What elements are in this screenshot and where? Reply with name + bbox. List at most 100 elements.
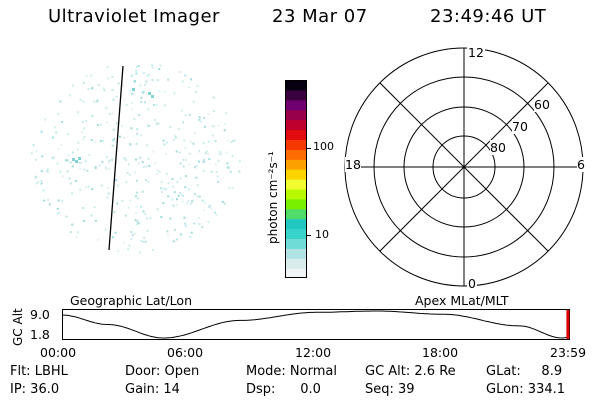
colorbar-cell [285,119,307,131]
aurora-speckle [69,161,72,164]
aurora-speckle [156,78,159,81]
aurora-speckle [210,125,213,128]
colorbar-cell [285,198,307,210]
aurora-speckle [167,182,170,185]
aurora-speckle [82,207,85,210]
aurora-speckle [51,136,54,139]
glon-info: GLon: 334.1 [486,382,566,397]
timeline-left-title: Geographic Lat/Lon [70,293,192,308]
aurora-speckle [68,94,71,97]
aurora-speckle [142,72,145,75]
aurora-speckle [129,199,132,202]
aurora-speckle [210,170,213,173]
aurora-speckle [228,187,231,190]
aurora-speckle [140,205,142,208]
aurora-speckle [173,191,176,194]
aurora-speckle [205,150,208,153]
aurora-speckle [208,158,211,161]
aurora-speckle [136,223,139,226]
aurora-speckle [136,133,139,136]
aurora-speckle [83,135,86,138]
aurora-speckle [176,180,179,183]
aurora-speckle [115,95,118,98]
aurora-speckle [198,116,201,119]
aurora-speckle [129,173,131,176]
aurora-speckle [60,143,63,146]
date-label: 23 Mar 07 [272,6,368,27]
aurora-speckle [201,199,204,202]
aurora-speckle [157,169,159,172]
aurora-speckle [124,214,127,217]
aurora-speckle [182,165,185,168]
colorbar-cell [285,228,307,239]
aurora-speckle [133,232,136,235]
aurora-speckle [135,72,138,75]
aurora-speckle [144,240,147,243]
aurora-speckle [121,84,124,87]
aurora-speckle [167,195,170,198]
aurora-speckle [131,92,134,95]
aurora-speckle [116,202,119,205]
aurora-speckle [196,85,199,88]
aurora-speckle [142,210,145,213]
aurora-speckle [94,219,97,222]
aurora-speckle [203,158,205,161]
aurora-speckle [151,66,154,69]
uv-image-panel [30,64,241,254]
colorbar-cell [285,80,307,91]
aurora-speckle [133,117,136,120]
aurora-speckle [161,190,164,193]
time-label: 23:49:46 UT [430,6,547,27]
aurora-speckle [212,96,215,99]
aurora-speckle [153,119,156,122]
aurora-speckle [151,79,154,81]
aurora-speckle [79,98,82,101]
aurora-speckle [40,182,43,185]
lat-label-60: 60 [534,97,550,112]
aurora-speckle [102,140,105,143]
aurora-speckle [82,100,85,103]
aurora-speckle [142,241,145,243]
aurora-speckle [217,124,220,127]
glat-info: GLat: 8.9 [486,364,563,379]
colorbar-cell [285,89,307,101]
aurora-speckle [141,91,144,94]
aurora-speckle [145,79,148,82]
aurora-speckle [238,160,241,163]
aurora-speckle [183,139,186,142]
aurora-speckle [98,164,101,167]
aurora-speckle [172,240,175,243]
aurora-speckle [213,110,216,112]
aurora-speckle [79,188,82,191]
aurora-speckle [159,64,162,67]
aurora-speckle [215,171,218,174]
aurora-speckle [151,95,154,98]
aurora-speckle [160,181,163,184]
colorbar-cell [285,268,307,278]
aurora-speckle [212,125,215,128]
aurora-speckle [184,222,187,225]
aurora-speckle [105,166,107,169]
orbit-altitude-curve [62,310,571,339]
aurora-speckle [40,180,43,183]
current-time-marker [566,310,570,339]
aurora-speckle [137,162,140,165]
aurora-speckle [46,170,49,173]
aurora-speckle [146,124,149,127]
aurora-speckle [84,160,87,163]
aurora-speckle [97,238,100,241]
aurora-speckle [194,166,197,169]
timeline-y-tick-bottom: 1.8 [30,327,50,342]
door-info: Door: Open [125,364,200,379]
aurora-speckle [87,185,90,188]
aurora-speckle [238,170,241,173]
aurora-speckle [75,180,78,182]
colorbar-cell [285,248,307,259]
aurora-speckle [165,188,168,191]
aurora-speckle [232,139,235,142]
aurora-speckle [145,165,148,168]
aurora-speckle [193,222,196,225]
aurora-speckle [129,144,132,147]
aurora-speckle [46,168,49,171]
aurora-speckle [174,136,177,139]
